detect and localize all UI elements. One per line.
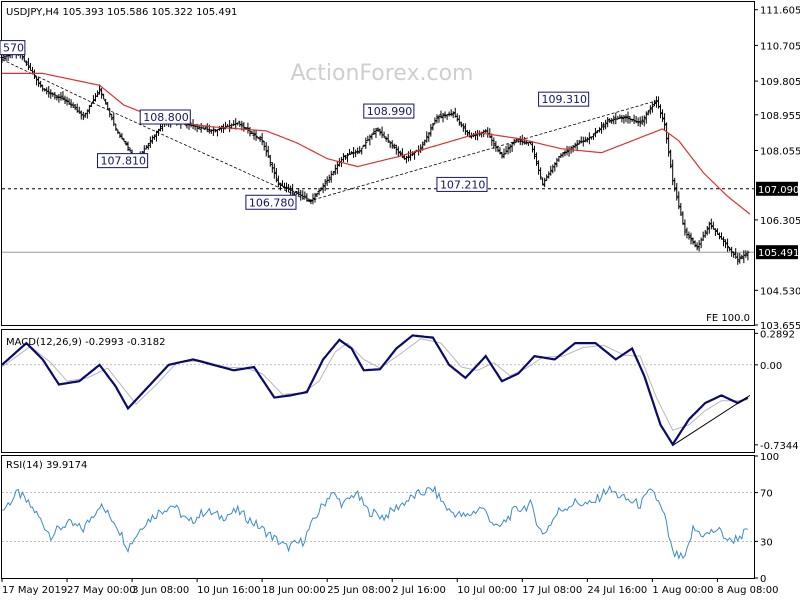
price-label-box bbox=[363, 103, 415, 119]
price-label-box bbox=[139, 109, 191, 125]
x-axis-label: 10 Jun 16:00 bbox=[197, 585, 261, 596]
price-label: 106.780 bbox=[249, 196, 295, 209]
price-y-tick-label: 106.305 bbox=[760, 216, 800, 227]
watermark: ActionForex.com bbox=[291, 61, 474, 86]
x-axis-label: 3 Jun 08:00 bbox=[132, 585, 189, 596]
macd-line bbox=[1, 334, 749, 447]
macd-title: MACD(12,26,9) -0.2993 -0.3182 bbox=[6, 337, 166, 348]
rsi-title: RSI(14) 39.9174 bbox=[6, 460, 87, 471]
price-label-box bbox=[538, 91, 590, 107]
price-y-tick-label: 108.055 bbox=[760, 147, 800, 158]
x-axis-label: 27 May 00:00 bbox=[67, 585, 136, 596]
macd-y-tick-label: 0.2892 bbox=[760, 329, 795, 340]
price-y-tick-label: 104.530 bbox=[760, 286, 800, 297]
rsi-line bbox=[1, 484, 749, 560]
axis-price-tag-label: 107.090 bbox=[758, 185, 799, 196]
price-label: 570 bbox=[3, 42, 24, 55]
price-trendline bbox=[308, 100, 657, 202]
x-axis-label: 8 Aug 08:00 bbox=[717, 585, 778, 596]
price-trendline bbox=[97, 104, 310, 202]
price-label: 107.210 bbox=[440, 178, 486, 191]
x-axis-label: 1 Aug 00:00 bbox=[652, 585, 713, 596]
x-axis-label: 18 Jun 00:00 bbox=[262, 585, 326, 596]
macd-y-tick-label: -0.7344 bbox=[760, 441, 799, 452]
price-label: 109.310 bbox=[542, 93, 588, 106]
price-y-tick-label: 111.605 bbox=[760, 6, 800, 17]
price-moving-average-line bbox=[2, 72, 751, 215]
axis-price-tag bbox=[756, 181, 798, 196]
x-axis-label: 25 Jun 08:00 bbox=[327, 585, 391, 596]
price-pane-frame bbox=[1, 1, 755, 326]
price-chart-title: USDJPY,H4 105.393 105.586 105.322 105.49… bbox=[6, 7, 237, 18]
x-axis-label: 17 Jul 08:00 bbox=[522, 585, 582, 596]
price-y-tick-label: 109.805 bbox=[760, 77, 800, 88]
price-y-tick-label: 103.655 bbox=[760, 321, 800, 332]
rsi-pane-frame bbox=[1, 455, 755, 579]
macd-pane-frame bbox=[1, 329, 755, 453]
x-axis-label: 17 May 2019 bbox=[2, 585, 67, 596]
x-axis-label: 2 Jul 16:00 bbox=[392, 585, 446, 596]
price-label: 107.810 bbox=[101, 155, 147, 168]
macd-y-tick-label: 0.00 bbox=[760, 361, 782, 372]
macd-trendline bbox=[672, 394, 751, 446]
price-label-box bbox=[97, 153, 149, 169]
rsi-y-tick-label: 70 bbox=[760, 489, 773, 500]
price-label: 108.800 bbox=[143, 111, 189, 124]
axis-price-tag-label: 105.491 bbox=[758, 248, 799, 259]
price-corner-label: FE 100.0 bbox=[706, 313, 750, 324]
price-y-tick-label: 110.705 bbox=[760, 41, 800, 52]
price-label: 108.990 bbox=[367, 105, 413, 118]
price-label-box bbox=[0, 40, 26, 56]
rsi-y-tick-label: 100 bbox=[760, 452, 779, 463]
rsi-y-tick-label: 0 bbox=[760, 574, 766, 585]
price-label-box bbox=[245, 194, 297, 210]
price-y-tick-label: 108.955 bbox=[760, 111, 800, 122]
rsi-y-tick-label: 30 bbox=[760, 537, 773, 548]
x-axis-label: 24 Jul 16:00 bbox=[587, 585, 647, 596]
x-axis-label: 10 Jul 00:00 bbox=[457, 585, 517, 596]
price-label-box bbox=[436, 176, 488, 192]
axis-price-tag bbox=[756, 245, 798, 260]
price-trendline bbox=[1, 59, 98, 106]
